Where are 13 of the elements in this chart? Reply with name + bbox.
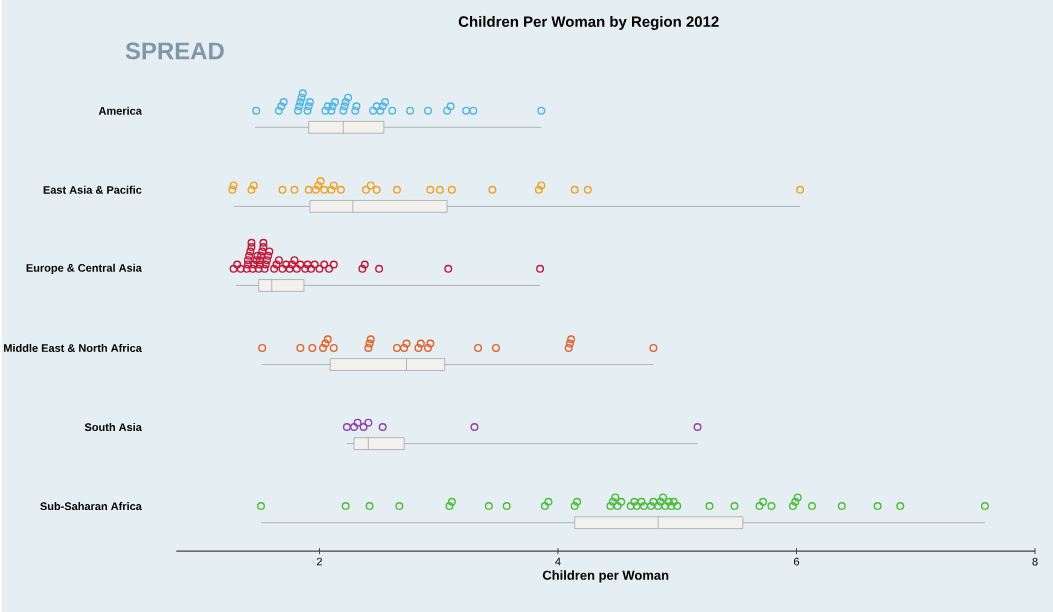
x-axis-title: Children per Woman xyxy=(542,570,669,583)
x-tick-label: 2 xyxy=(316,557,322,566)
chart-title: Children Per Woman by Region 2012 xyxy=(458,15,719,30)
y-tick-label: South Asia xyxy=(84,422,142,432)
y-tick-label: Sub-Saharan Africa xyxy=(40,502,142,511)
x-tick-label: 6 xyxy=(794,557,800,566)
y-tick-label: East Asia & Pacific xyxy=(43,185,142,194)
x-tick-label: 8 xyxy=(1032,557,1038,566)
y-tick-label: Europe & Central Asia xyxy=(26,263,142,274)
y-tick-label: America xyxy=(98,106,142,115)
x-tick-label: 4 xyxy=(555,557,561,566)
y-tick-label: Middle East & North Africa xyxy=(4,343,142,352)
text: SPREAD xyxy=(125,42,224,60)
